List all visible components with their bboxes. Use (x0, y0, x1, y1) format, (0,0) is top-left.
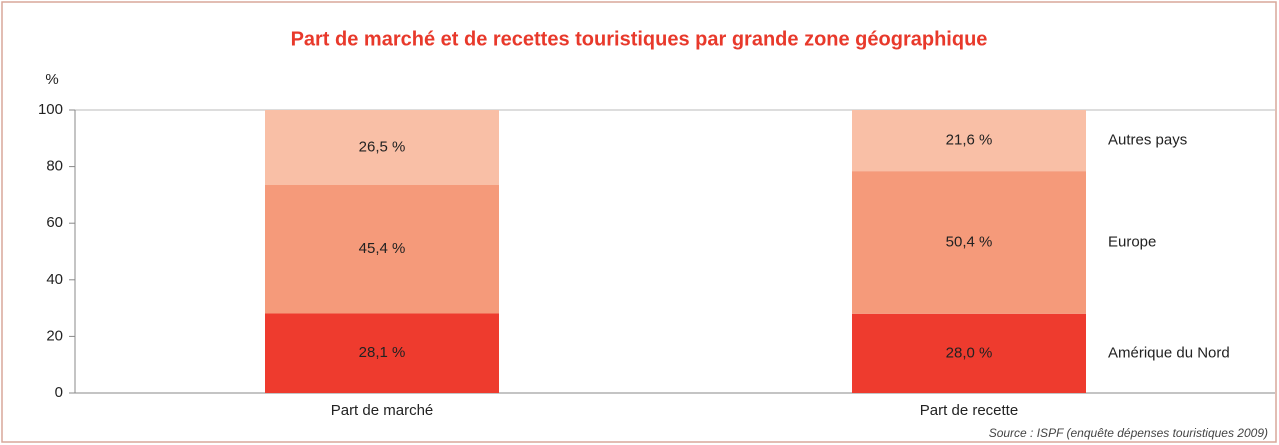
legend-label: Autres pays (1108, 132, 1187, 149)
bar-segment (852, 110, 1086, 172)
x-tick-label: Part de recette (920, 402, 1018, 419)
value-label: 21,6 % (946, 132, 993, 149)
legend-label: Europe (1108, 233, 1156, 250)
value-label: 26,5 % (359, 138, 406, 155)
y-tick-label: 40 (46, 271, 63, 288)
bar-segment (265, 184, 499, 314)
legend-label: Amérique du Nord (1108, 344, 1230, 361)
bar-segment (852, 171, 1086, 314)
bar-segment (265, 313, 499, 393)
value-label: 50,4 % (946, 233, 993, 250)
y-tick-label: 100 (38, 101, 63, 118)
bar-segment (265, 110, 499, 185)
value-label: 28,0 % (946, 344, 993, 361)
y-tick-label: 20 (46, 327, 63, 344)
y-tick-label: 60 (46, 214, 63, 231)
y-axis-label: % (45, 71, 58, 88)
y-tick-label: 80 (46, 158, 63, 175)
value-label: 28,1 % (359, 344, 406, 361)
x-tick-label: Part de marché (331, 402, 434, 419)
y-tick-label: 0 (55, 384, 63, 401)
value-label: 45,4 % (359, 240, 406, 257)
bar-segment (852, 313, 1086, 393)
source: Source : ISPF (enquête dépenses touristi… (989, 426, 1268, 440)
chart-title: Part de marché et de recettes touristiqu… (291, 28, 988, 50)
